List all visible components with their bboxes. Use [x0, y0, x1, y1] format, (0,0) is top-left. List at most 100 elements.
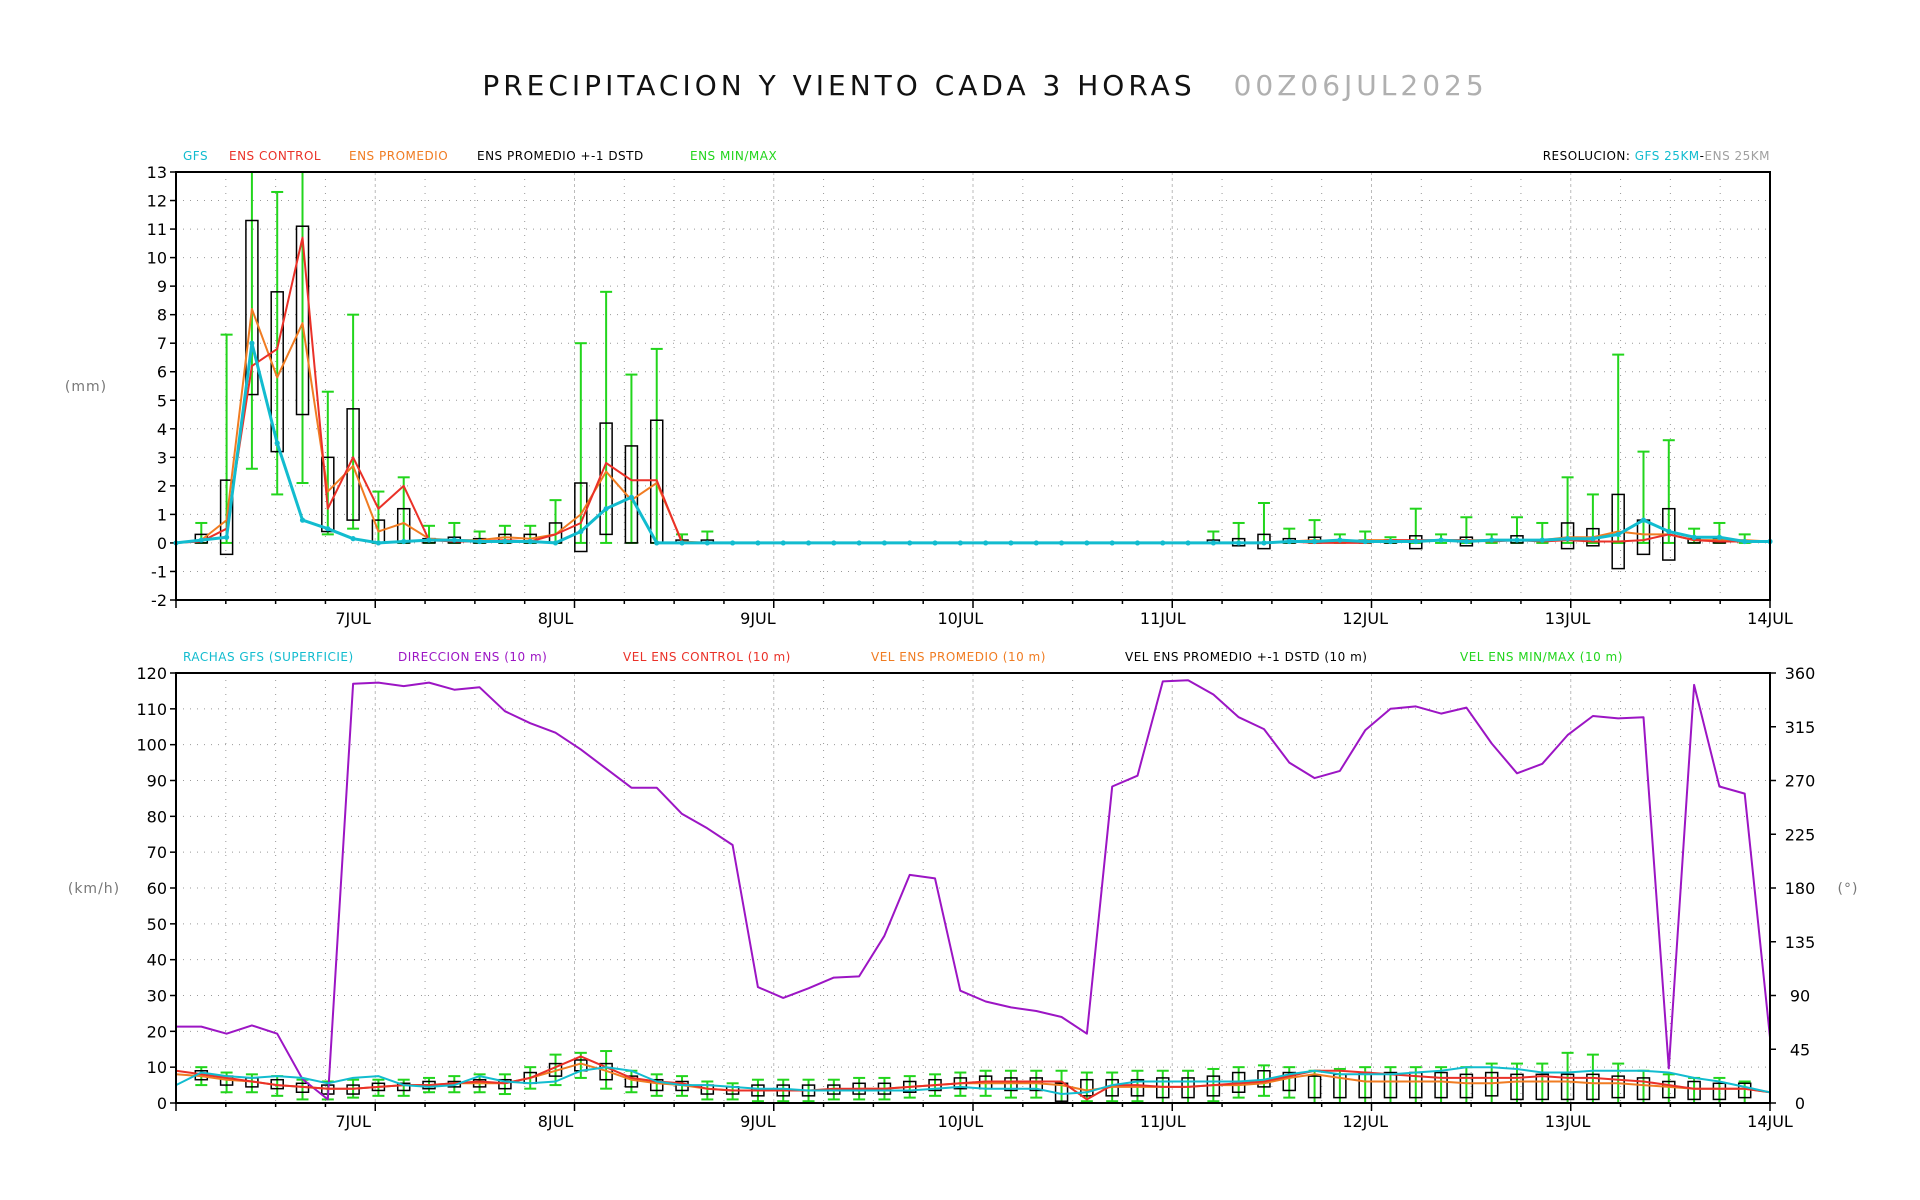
- y-tick-label-right: 45: [1790, 1040, 1810, 1059]
- y-tick-label: 90: [147, 772, 167, 791]
- x-tick-label: 11JUL: [1140, 609, 1186, 628]
- series-point: [325, 526, 331, 532]
- series-point: [957, 540, 963, 546]
- series-point: [249, 340, 255, 346]
- y-tick-label: 70: [147, 843, 167, 862]
- series-line: [176, 679, 1771, 1101]
- y-tick-label-right: 270: [1785, 772, 1816, 791]
- series-point: [1236, 540, 1242, 546]
- series-point: [1261, 540, 1267, 546]
- series-point: [1564, 536, 1571, 542]
- x-tick-label: 7JUL: [335, 1112, 371, 1131]
- series-point: [1210, 540, 1216, 546]
- series-point: [1033, 540, 1039, 546]
- series-point: [1109, 540, 1115, 546]
- dstd-box: [1434, 1071, 1448, 1099]
- dstd-box: [1586, 1073, 1600, 1101]
- series-point: [1134, 540, 1141, 546]
- series-point: [1514, 537, 1520, 543]
- series-point: [1691, 534, 1697, 540]
- y-tick-label: 0: [157, 1094, 167, 1113]
- series-point: [654, 540, 660, 546]
- legend-promedio: ENS PROMEDIO: [349, 149, 448, 163]
- y-tick-label-right: 225: [1785, 825, 1816, 844]
- legend-dstd: VEL ENS PROMEDIO +-1 DSTD (10 m): [1125, 650, 1368, 664]
- title-date: 00Z06JUL2025: [1234, 69, 1488, 102]
- series-point: [350, 536, 356, 542]
- legend-gfs: GFS: [183, 149, 208, 163]
- dstd-box: [1510, 1073, 1524, 1101]
- series-point: [1640, 517, 1647, 523]
- dstd-box: [245, 219, 259, 396]
- series-point: [477, 538, 483, 545]
- series-point: [856, 540, 862, 546]
- x-tick-label: 10JUL: [937, 1112, 983, 1131]
- y-tick-label: 100: [136, 736, 167, 755]
- y-tick-label: 8: [157, 306, 167, 325]
- y-tick-label-right: 0: [1795, 1094, 1805, 1113]
- series-line: [175, 1055, 1771, 1101]
- series-point: [881, 540, 888, 546]
- resolution-separator: -: [1700, 149, 1705, 163]
- series-point: [907, 540, 913, 546]
- series-line: [175, 341, 1770, 545]
- series-point: [426, 537, 432, 543]
- series-point: [780, 540, 786, 546]
- series-point: [1160, 540, 1166, 546]
- grid: [176, 673, 1770, 1103]
- series-point: [1716, 534, 1722, 540]
- series-direccion: [176, 679, 1771, 1101]
- series-point: [1742, 538, 1748, 545]
- dstd-box: [649, 1078, 664, 1092]
- resolution-gfs: GFS 25KM: [1635, 149, 1700, 163]
- dstd-box: [219, 479, 234, 556]
- title-main: PRECIPITACION Y VIENTO CADA 3 HORAS: [482, 69, 1195, 102]
- y-tick-label: 80: [147, 807, 167, 826]
- y-axis-left: 0 10 20 30 40 50 60 70 80 90 100 110 120: [136, 664, 176, 1113]
- dstd-box: [396, 1082, 411, 1092]
- dstd-box: [295, 225, 310, 416]
- series-gfs: [175, 1066, 1771, 1095]
- x-axis: 7JUL 8JUL 9JUL 10JUL 11JUL 12JUL 13JUL 14JUL: [175, 1103, 1793, 1131]
- y-tick-label: 50: [147, 915, 167, 934]
- dstd-box: [1662, 1080, 1676, 1099]
- y-tick-label: 3: [157, 448, 167, 467]
- y-tick-label: 7: [157, 334, 167, 353]
- y-tick-label: 40: [147, 951, 167, 970]
- x-tick-label: 7JUL: [335, 609, 371, 628]
- resolution-ens: ENS 25KM: [1705, 149, 1770, 163]
- x-tick-label: 14JUL: [1747, 609, 1793, 628]
- series-point: [578, 528, 584, 535]
- y-tick-label-right: 135: [1785, 933, 1816, 952]
- x-tick-label: 14JUL: [1747, 1112, 1793, 1131]
- y-tick-label: 13: [147, 163, 167, 182]
- y-tick-label: 9: [157, 277, 167, 296]
- legend-direccion: DIRECCION ENS (10 m): [398, 650, 547, 664]
- series-point: [1615, 531, 1621, 537]
- series-point: [527, 538, 533, 545]
- legend: GFS ENS CONTROL ENS PROMEDIO ENS PROMEDIO +…: [183, 149, 1770, 163]
- series-point: [1058, 540, 1065, 546]
- series-point: [932, 540, 938, 546]
- series-point: [299, 517, 306, 523]
- series-line: [175, 1066, 1771, 1095]
- y-tick-label: 6: [157, 363, 167, 382]
- y-axis-label: (km/h): [68, 881, 120, 897]
- y-tick-label-right: 90: [1790, 987, 1810, 1006]
- chart-title: PRECIPITACION Y VIENTO CADA 3 HORAS 00Z06…: [482, 69, 1487, 102]
- series-point: [1311, 538, 1318, 545]
- y-tick-label: 10: [147, 1058, 167, 1077]
- series-point: [831, 540, 837, 546]
- legend-dstd: ENS PROMEDIO +-1 DSTD: [477, 149, 644, 163]
- series-point: [805, 540, 812, 546]
- legend-minmax: ENS MIN/MAX: [690, 149, 777, 163]
- series-point: [603, 506, 609, 512]
- dstd-box: [1560, 522, 1575, 550]
- y-tick-label: 4: [157, 420, 167, 439]
- dstd-box: [1459, 1073, 1474, 1099]
- y-tick-label: 10: [147, 249, 167, 268]
- series-point: [1008, 540, 1014, 546]
- dstd-box: [346, 408, 360, 521]
- grid: [176, 172, 1770, 600]
- wind-chart: RACHAS GFS (SUPERFICIE) DIRECCION ENS (10…: [68, 650, 1858, 1131]
